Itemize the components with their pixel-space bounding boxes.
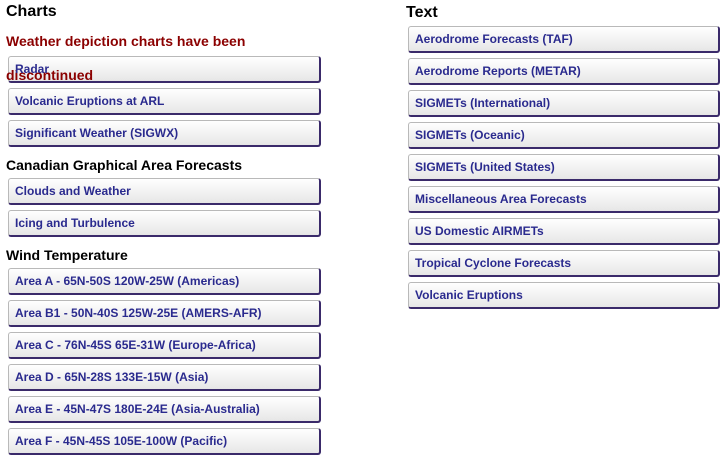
taf-button[interactable]: Aerodrome Forecasts (TAF) (408, 26, 720, 53)
wind-area-f-button[interactable]: Area F - 45N-45S 105E-100W (Pacific) (8, 428, 321, 455)
wind-area-e-button[interactable]: Area E - 45N-47S 180E-24E (Asia-Australi… (8, 396, 321, 423)
tropical-cyclone-forecasts-button[interactable]: Tropical Cyclone Forecasts (408, 250, 720, 277)
radar-button[interactable]: Radar (8, 56, 321, 83)
charts-heading: Charts (6, 3, 57, 20)
icing-and-turbulence-button[interactable]: Icing and Turbulence (8, 210, 321, 237)
metar-button[interactable]: Aerodrome Reports (METAR) (408, 58, 720, 85)
clouds-and-weather-button[interactable]: Clouds and Weather (8, 178, 321, 205)
wind-area-d-button[interactable]: Area D - 65N-28S 133E-15W (Asia) (8, 364, 321, 391)
sigmets-us-button[interactable]: SIGMETs (United States) (408, 154, 720, 181)
significant-weather-button[interactable]: Significant Weather (SIGWX) (8, 120, 321, 147)
text-heading: Text (406, 4, 438, 21)
volcanic-eruptions-button[interactable]: Volcanic Eruptions (408, 282, 720, 309)
volcanic-eruptions-arl-button[interactable]: Volcanic Eruptions at ARL (8, 88, 321, 115)
charts-column: Charts Weather depiction charts have bee… (6, 0, 322, 456)
text-column: Text Aerodrome Forecasts (TAF) Aerodrome… (406, 0, 722, 314)
sigmets-oceanic-button[interactable]: SIGMETs (Oceanic) (408, 122, 720, 149)
us-domestic-airmets-button[interactable]: US Domestic AIRMETs (408, 218, 720, 245)
sigmets-international-button[interactable]: SIGMETs (International) (408, 90, 720, 117)
wind-temperature-heading: Wind Temperature (6, 247, 128, 263)
wind-area-c-button[interactable]: Area C - 76N-45S 65E-31W (Europe-Africa) (8, 332, 321, 359)
wind-area-b1-button[interactable]: Area B1 - 50N-40S 125W-25E (AMERS-AFR) (8, 300, 321, 327)
misc-area-forecasts-button[interactable]: Miscellaneous Area Forecasts (408, 186, 720, 213)
wind-area-a-button[interactable]: Area A - 65N-50S 120W-25W (Americas) (8, 268, 321, 295)
discontinued-notice: Weather depiction charts have been disco… (6, 33, 246, 83)
canadian-gfa-heading: Canadian Graphical Area Forecasts (6, 157, 243, 173)
